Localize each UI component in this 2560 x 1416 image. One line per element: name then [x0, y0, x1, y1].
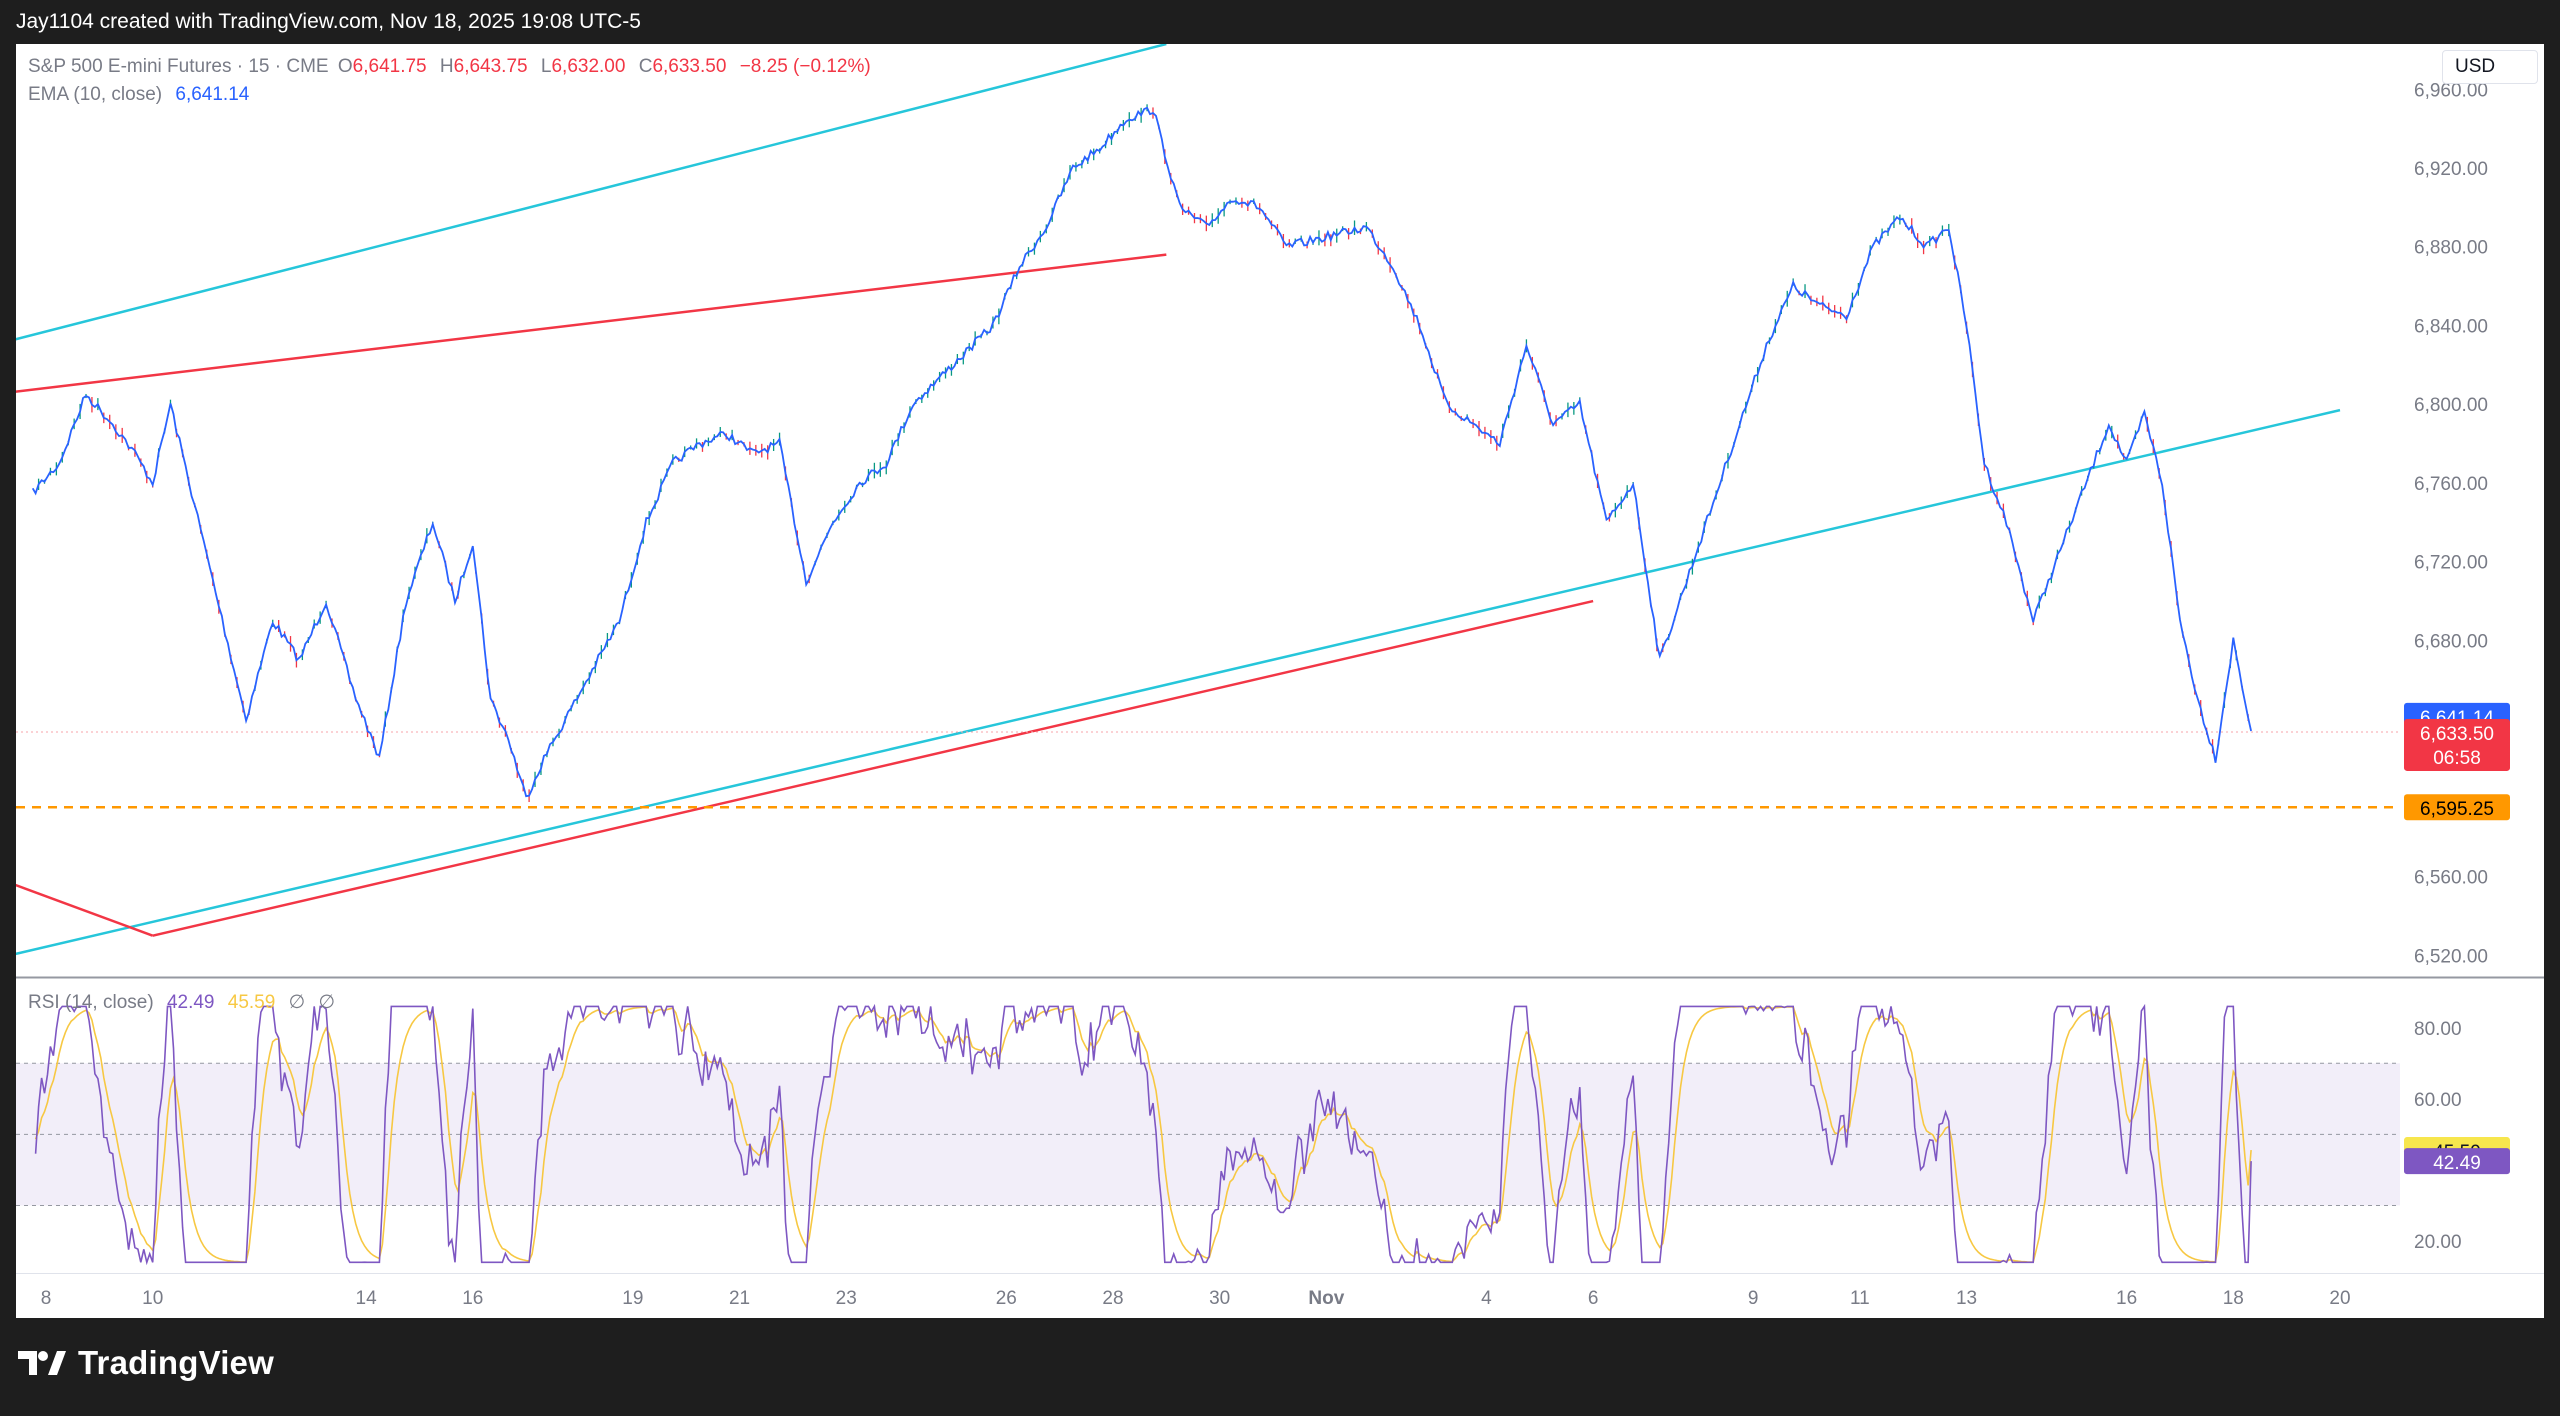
price-axis-label: 6,720.00: [2414, 553, 2488, 574]
na-icon: ∅: [288, 992, 306, 1013]
price-axis-label: 6,960.00: [2414, 80, 2488, 101]
ema-label: EMA (10, close): [28, 84, 163, 105]
low-label: L: [540, 56, 552, 77]
time-axis-label: 13: [1956, 1288, 1977, 1309]
price-axis-label: 6,840.00: [2414, 316, 2488, 337]
level-price-badge: [2404, 794, 2510, 821]
high-value: 6,643.75: [453, 56, 528, 77]
ema-line[interactable]: [31, 106, 2252, 798]
channel-lower-line[interactable]: [16, 408, 2341, 959]
rsi-value: 42.49: [166, 992, 215, 1013]
time-axis-label: 11: [1850, 1288, 1870, 1309]
time-axis-label: 28: [1102, 1288, 1123, 1309]
time-axis-label: 23: [836, 1288, 857, 1309]
time-axis-label: Nov: [1308, 1288, 1344, 1309]
time-axis-label: 9: [1748, 1288, 1759, 1309]
rsi-legend[interactable]: RSI (14, close) 42.49 45.59 ∅ ∅: [28, 991, 343, 1014]
tradingview-logo[interactable]: TradingView: [18, 1344, 274, 1382]
price-legend: S&P 500 E-mini Futures · 15 · CME O6,641…: [28, 56, 879, 78]
attribution-text: Jay1104 created with TradingView.com, No…: [16, 10, 641, 33]
time-axis-label: 8: [41, 1288, 52, 1309]
rsi-axis-label: 80.00: [2414, 1019, 2462, 1040]
rsi-ma-value: 45.59: [227, 992, 276, 1013]
low-value: 6,632.00: [551, 56, 626, 77]
price-axis-label: 6,880.00: [2414, 238, 2488, 259]
close-value: 6,633.50: [652, 56, 727, 77]
level-price-badge-text: 6,595.25: [2420, 799, 2494, 820]
change-value: −8.25 (−0.12%): [739, 56, 871, 77]
time-axis-label: 14: [356, 1288, 378, 1309]
trendline[interactable]: [16, 877, 154, 937]
last-price-badge: [2404, 718, 2510, 771]
rsi-value-badge-text: 42.49: [2433, 1153, 2481, 1174]
price-axis-label: 6,800.00: [2414, 395, 2488, 416]
time-axis-label: 20: [2329, 1288, 2350, 1309]
symbol-label[interactable]: S&P 500 E-mini Futures · 15 · CME: [28, 56, 329, 77]
chart-panel[interactable]: 6,960.00 6,920.00 6,880.00 6,840.00 6,800.00…: [16, 44, 2544, 1318]
ema-legend[interactable]: EMA (10, close) 6,641.14: [28, 84, 257, 106]
chart-canvas[interactable]: 6,960.00 6,920.00 6,880.00 6,840.00 6,800.00…: [16, 44, 2544, 1318]
price-axis-label: 6,920.00: [2414, 159, 2488, 180]
rsi-label: RSI (14, close): [28, 992, 154, 1013]
price-axis-label: 6,520.00: [2414, 946, 2488, 967]
time-axis-label: 26: [996, 1288, 1017, 1309]
rsi-line[interactable]: [34, 1003, 2252, 1266]
currency-button[interactable]: USD: [2442, 50, 2538, 84]
tradingview-logo-icon: [18, 1351, 66, 1375]
time-axis-label: 30: [1209, 1288, 1230, 1309]
trendline[interactable]: [16, 253, 1167, 395]
channel-upper-line[interactable]: [16, 44, 1167, 345]
price-axis-label: 6,680.00: [2414, 631, 2488, 652]
time-axis-label: 19: [622, 1288, 643, 1309]
rsi-axis-label: 20.00: [2414, 1232, 2462, 1253]
time-axis-label: 4: [1481, 1288, 1492, 1309]
rsi-axis-label: 60.00: [2414, 1090, 2462, 1111]
last-price-badge-text: 6,633.50: [2420, 724, 2494, 745]
time-axis-label: 16: [462, 1288, 483, 1309]
na-icon: ∅: [318, 992, 335, 1013]
price-axis-label: 6,760.00: [2414, 474, 2488, 495]
ema-value: 6,641.14: [175, 84, 250, 105]
brand-name: TradingView: [78, 1344, 274, 1381]
rsi-value-badge: [2404, 1148, 2510, 1175]
price-axis-label: 6,560.00: [2414, 868, 2488, 889]
time-axis-label: 6: [1588, 1288, 1599, 1309]
time-axis-label: 10: [142, 1288, 163, 1309]
time-axis-label: 18: [2223, 1288, 2244, 1309]
close-label: C: [638, 56, 653, 77]
high-label: H: [439, 56, 454, 77]
open-label: O: [337, 56, 353, 77]
time-axis-label: 21: [729, 1288, 750, 1309]
time-axis-label: 16: [2116, 1288, 2137, 1309]
last-price-badge-text: 06:58: [2433, 748, 2481, 769]
trendline[interactable]: [152, 599, 1594, 937]
open-value: 6,641.75: [352, 56, 427, 77]
